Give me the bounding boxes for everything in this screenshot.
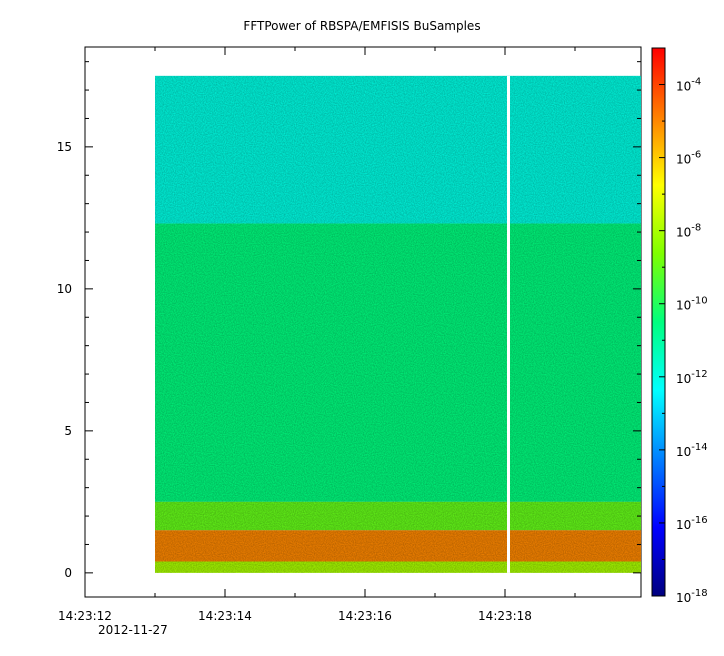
spectrogram-band-noise — [155, 223, 641, 502]
x-tick-label: 14:23:12 — [58, 609, 112, 623]
colorbar-tick-label: 10-6 — [676, 150, 701, 167]
y-axis: 0 5 10 15 — [57, 61, 641, 580]
chart-title: FFTPower of RBSPA/EMFISIS BuSamples — [243, 19, 480, 33]
colorbar-tick-label: 10-8 — [676, 223, 701, 240]
colorbar-tick-label: 10-12 — [676, 369, 708, 386]
spectrogram-band-noise — [155, 501, 641, 531]
y-tick-label: 10 — [57, 282, 72, 296]
colorbar-tick-label: 10-4 — [676, 77, 701, 94]
colorbar-tick-label: 10-18 — [676, 588, 708, 605]
y-tick-label: 0 — [64, 566, 72, 580]
colorbar-tick-label: 10-10 — [676, 296, 708, 313]
spectrogram-noise-texture — [155, 75, 641, 573]
spectrogram-band-noise — [155, 530, 641, 562]
y-tick-label: 5 — [64, 424, 72, 438]
y-tick-label: 15 — [57, 140, 72, 154]
spectrogram-band-noise — [155, 75, 641, 224]
colorbar-tick-label: 10-14 — [676, 442, 708, 459]
x-tick-label: 14:23:14 — [198, 609, 252, 623]
data-gap — [507, 75, 510, 573]
x-date-label: 2012-11-27 — [98, 623, 168, 637]
spectrogram-band-noise — [155, 561, 641, 573]
x-axis: 14:23:12 14:23:14 14:23:16 14:23:18 — [58, 47, 576, 623]
x-tick-label: 14:23:16 — [338, 609, 392, 623]
colorbar-ticks: 10-4 10-6 10-8 10-10 10-12 10-14 10-16 10-18 — [659, 47, 708, 605]
colorbar — [651, 47, 666, 597]
colorbar-tick-label: 10-16 — [676, 515, 708, 532]
data-gap-stripe — [507, 75, 510, 573]
x-tick-label: 14:23:18 — [478, 609, 532, 623]
